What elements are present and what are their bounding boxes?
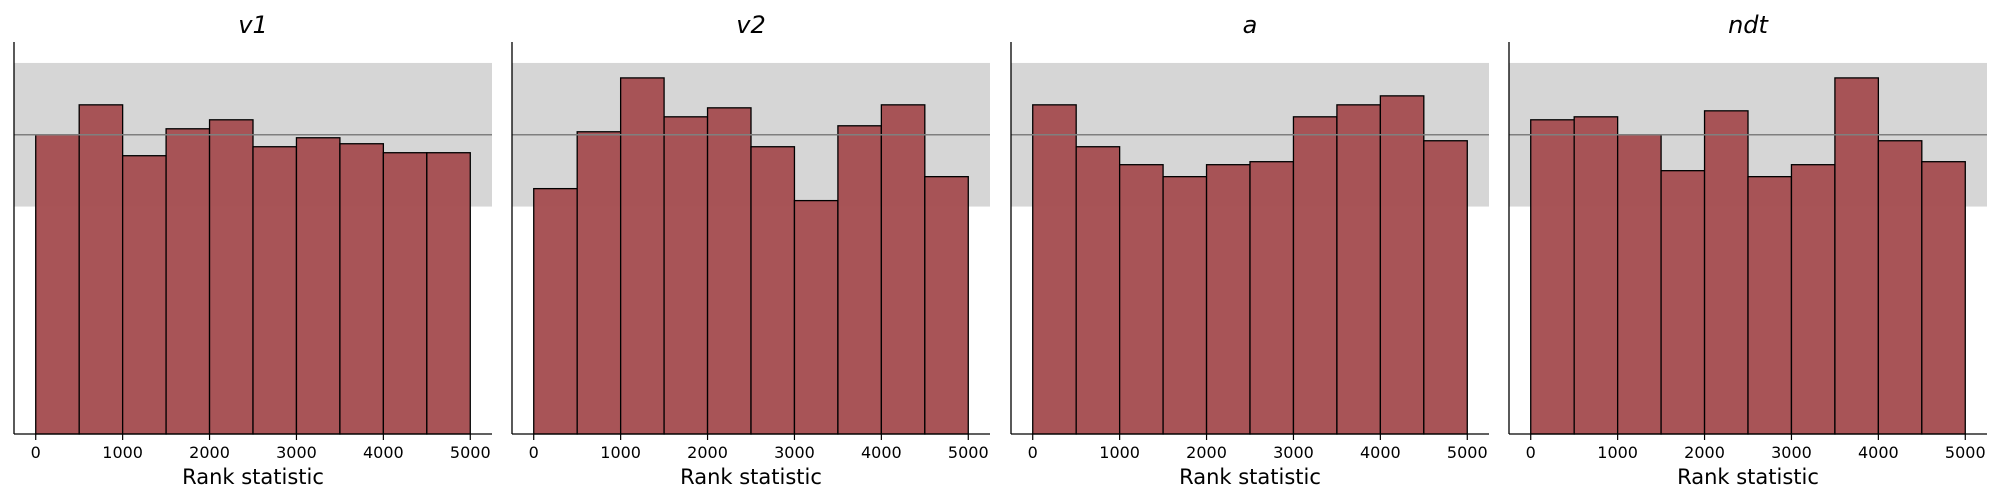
x-tick-label: 4000 bbox=[861, 443, 902, 462]
x-axis-label: Rank statistic bbox=[1677, 465, 1819, 489]
histogram-bar bbox=[924, 176, 969, 435]
panel-a: 0 1000 2000 3000 4000 5000 Rank statistic a bbox=[1010, 11, 1489, 489]
panel-title: a bbox=[1243, 11, 1258, 39]
histogram-bar bbox=[750, 146, 796, 435]
histogram-bar bbox=[1118, 164, 1164, 435]
panel-ndt: 0 1000 2000 3000 4000 5000 Rank statistic ndt bbox=[1508, 11, 1987, 489]
histogram-bar bbox=[576, 131, 622, 435]
histogram-bar bbox=[1573, 116, 1619, 435]
histogram-bar bbox=[1790, 164, 1836, 435]
x-tick-label: 3000 bbox=[1771, 443, 1812, 462]
panel-v2: 0 1000 2000 3000 4000 5000 Rank statistic v2 bbox=[511, 11, 990, 489]
histogram-bar bbox=[121, 155, 167, 435]
histogram-bar bbox=[1423, 140, 1468, 435]
x-tick-label: 3000 bbox=[1273, 443, 1314, 462]
x-tick-label: 5000 bbox=[1945, 443, 1986, 462]
x-tick-label: 4000 bbox=[1858, 443, 1899, 462]
x-tick-label: 0 bbox=[1526, 443, 1536, 462]
x-tick-label: 5000 bbox=[450, 443, 491, 462]
x-tick-label: 5000 bbox=[948, 443, 989, 462]
histogram-bar bbox=[295, 137, 341, 435]
histogram-bar bbox=[1075, 146, 1121, 435]
x-tick-label: 1000 bbox=[102, 443, 143, 462]
histogram-bar bbox=[165, 128, 211, 435]
histogram-bar bbox=[1336, 104, 1382, 435]
histogram-bar bbox=[35, 134, 80, 435]
histogram-bar bbox=[252, 146, 298, 435]
x-tick-label: 1000 bbox=[1597, 443, 1638, 462]
histogram-bar bbox=[1877, 140, 1923, 435]
x-axis-label: Rank statistic bbox=[1179, 465, 1321, 489]
histogram-bar bbox=[793, 199, 839, 435]
histogram-bar bbox=[837, 125, 883, 435]
histogram-bar bbox=[533, 187, 578, 435]
x-tick-label: 4000 bbox=[1360, 443, 1401, 462]
panel-v1: 0 1000 2000 3000 4000 5000 Rank statistic v1 bbox=[13, 11, 492, 489]
x-tick-label: 2000 bbox=[687, 443, 728, 462]
histogram-bar bbox=[1616, 134, 1662, 435]
histogram-bar bbox=[1379, 95, 1425, 435]
x-tick-label: 0 bbox=[31, 443, 41, 462]
histogram-bar bbox=[339, 143, 385, 435]
histogram-bar bbox=[78, 104, 124, 435]
histogram-bar bbox=[1834, 77, 1880, 435]
histogram-bar bbox=[382, 152, 428, 435]
panel-title: v1 bbox=[238, 11, 267, 39]
x-axis-label: Rank statistic bbox=[680, 465, 822, 489]
panel-title: ndt bbox=[1728, 11, 1769, 39]
histogram-bar bbox=[1747, 176, 1793, 435]
x-tick-label: 3000 bbox=[276, 443, 317, 462]
x-tick-label: 1000 bbox=[1099, 443, 1140, 462]
histogram-bar bbox=[426, 152, 471, 435]
histogram-bar bbox=[619, 77, 665, 435]
x-tick-label: 4000 bbox=[363, 443, 404, 462]
histogram-bar bbox=[1292, 116, 1338, 435]
histogram-bar bbox=[1703, 110, 1749, 435]
x-tick-label: 0 bbox=[529, 443, 539, 462]
histogram-bar bbox=[208, 119, 254, 435]
x-tick-label: 2000 bbox=[189, 443, 230, 462]
panel-title: v2 bbox=[736, 11, 765, 39]
histogram-bar bbox=[1162, 176, 1208, 435]
histogram-bar bbox=[1249, 161, 1295, 435]
histogram-bar bbox=[706, 107, 752, 435]
x-tick-label: 0 bbox=[1028, 443, 1038, 462]
x-tick-label: 5000 bbox=[1447, 443, 1488, 462]
histogram-bar bbox=[663, 116, 709, 435]
histogram-bar bbox=[1530, 119, 1575, 435]
histogram-bar bbox=[1032, 104, 1077, 435]
x-axis-label: Rank statistic bbox=[182, 465, 324, 489]
histogram-bar bbox=[880, 104, 926, 435]
x-tick-label: 2000 bbox=[1186, 443, 1227, 462]
x-tick-label: 3000 bbox=[774, 443, 815, 462]
histogram-bar bbox=[1921, 161, 1966, 435]
histogram-bar bbox=[1205, 164, 1251, 435]
x-tick-label: 2000 bbox=[1684, 443, 1725, 462]
x-tick-label: 1000 bbox=[600, 443, 641, 462]
histogram-bar bbox=[1660, 170, 1706, 435]
